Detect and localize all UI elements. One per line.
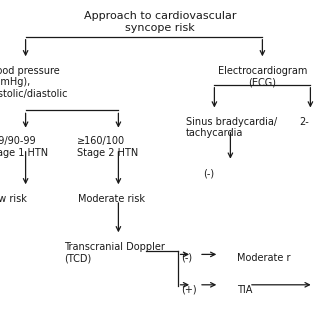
Text: Electrocardiogram
(ECG): Electrocardiogram (ECG) bbox=[218, 66, 307, 87]
Text: (-): (-) bbox=[181, 252, 192, 263]
Text: (+): (+) bbox=[181, 284, 196, 295]
Text: 2-: 2- bbox=[299, 117, 309, 127]
Text: Low risk: Low risk bbox=[0, 194, 27, 204]
Text: Blood pressure
(mmHg),
systolic/diastolic: Blood pressure (mmHg), systolic/diastoli… bbox=[0, 66, 68, 99]
Text: TIA: TIA bbox=[237, 284, 252, 295]
Text: Moderate r: Moderate r bbox=[237, 252, 290, 263]
Text: (-): (-) bbox=[203, 168, 214, 178]
Text: Transcranial Doppler
(TCD): Transcranial Doppler (TCD) bbox=[64, 242, 165, 263]
Text: Approach to cardiovascular
syncope risk: Approach to cardiovascular syncope risk bbox=[84, 11, 236, 33]
Text: 139/90-99
Stage 1 HTN: 139/90-99 Stage 1 HTN bbox=[0, 136, 48, 157]
Text: Moderate risk: Moderate risk bbox=[78, 194, 145, 204]
Text: Sinus bradycardia/
tachycardia: Sinus bradycardia/ tachycardia bbox=[186, 117, 277, 138]
Text: ≥160/100
Stage 2 HTN: ≥160/100 Stage 2 HTN bbox=[77, 136, 138, 157]
